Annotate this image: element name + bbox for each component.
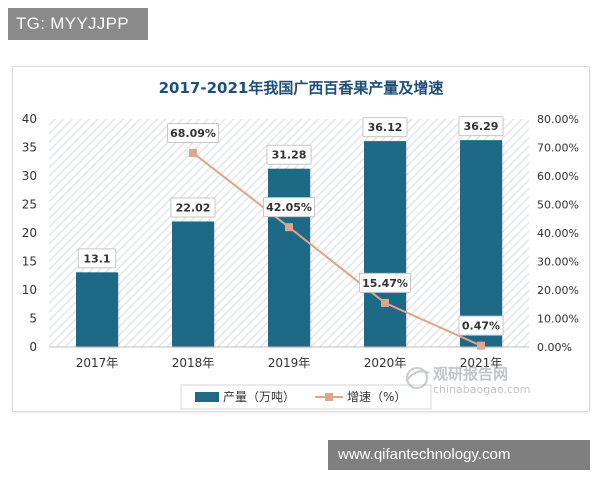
left-tick-label: 5 bbox=[29, 312, 37, 326]
chart-frame: 2017-2021年我国广西百香果产量及增速 0 5 10 15 20 25 30 35 40 … bbox=[12, 66, 590, 412]
watermark-url: chinabaogao.com bbox=[433, 383, 531, 396]
left-tick-label: 0 bbox=[29, 340, 37, 354]
growth-value-label-box bbox=[359, 272, 411, 293]
x-tick-label: 2021年 bbox=[460, 356, 503, 370]
bar-value-label-box bbox=[362, 117, 408, 138]
bar bbox=[364, 141, 406, 347]
left-tick-label: 40 bbox=[22, 112, 37, 126]
legend: 产量（万吨） 增速（%） bbox=[180, 384, 432, 410]
growth-value-label: 15.47% bbox=[362, 277, 408, 290]
right-tick-label: 60.00% bbox=[537, 170, 579, 183]
x-tick-label: 2019年 bbox=[268, 356, 311, 370]
tg-badge: TG: MYYJJPP bbox=[8, 8, 148, 40]
watermark-swoosh-icon bbox=[405, 370, 430, 382]
x-tick-label: 2020年 bbox=[364, 356, 407, 370]
x-axis: 2017年 2018年 2019年 2020年 2021年 bbox=[76, 356, 503, 370]
legend-box bbox=[180, 384, 432, 410]
website-banner: www.qifantechnology.com bbox=[328, 440, 590, 470]
growth-value-label: 68.09% bbox=[170, 127, 216, 140]
right-tick-label: 80.00% bbox=[537, 113, 579, 126]
bar bbox=[172, 221, 214, 347]
bar bbox=[76, 272, 118, 347]
growth-value-label-box bbox=[458, 315, 504, 336]
growth-point bbox=[381, 298, 389, 307]
right-tick-label: 40.00% bbox=[537, 227, 579, 240]
right-tick-label: 0.00% bbox=[537, 341, 572, 354]
bar-value-label: 22.02 bbox=[176, 201, 211, 214]
growth-line bbox=[192, 152, 482, 347]
growth-value-label-box bbox=[167, 122, 219, 143]
chart-title: 2017-2021年我国广西百香果产量及增速 bbox=[159, 79, 444, 97]
right-tick-label: 50.00% bbox=[537, 199, 579, 212]
growth-point bbox=[477, 341, 485, 350]
bar-value-label-box bbox=[170, 197, 216, 218]
right-tick-label: 70.00% bbox=[537, 142, 579, 155]
watermark-name: 观研报告网 bbox=[433, 365, 508, 383]
bar-value-label-box bbox=[266, 144, 312, 165]
watermark-logo-icon bbox=[406, 367, 428, 389]
growth-point bbox=[285, 223, 293, 232]
left-tick-label: 15 bbox=[22, 255, 37, 269]
left-tick-label: 20 bbox=[22, 226, 37, 240]
bar-value-label-box bbox=[458, 116, 504, 137]
growth-value-label: 0.47% bbox=[462, 320, 500, 333]
bar-value-label: 13.1 bbox=[83, 252, 110, 265]
legend-line-marker bbox=[325, 393, 333, 401]
right-tick-label: 20.00% bbox=[537, 284, 579, 297]
left-tick-label: 10 bbox=[22, 283, 37, 297]
line-series bbox=[189, 148, 485, 350]
legend-line-label: 增速（%） bbox=[347, 390, 406, 404]
bar bbox=[268, 168, 310, 347]
data-labels: 13.1 22.02 31.28 36.12 36.29 68.09% 42.05% 15.4… bbox=[77, 116, 504, 336]
right-axis: 0.00% 10.00% 20.00% 30.00% 40.00% 50.00% 60.00… bbox=[537, 113, 579, 354]
right-tick-label: 30.00% bbox=[537, 256, 579, 269]
bar bbox=[460, 140, 502, 347]
left-axis: 0 5 10 15 20 25 30 35 40 bbox=[22, 112, 37, 354]
growth-value-label-box bbox=[263, 197, 315, 218]
left-tick-label: 35 bbox=[22, 141, 37, 155]
chart-svg: 2017-2021年我国广西百香果产量及增速 0510152025303540 … bbox=[22, 79, 579, 410]
x-tick-label: 2017年 bbox=[76, 356, 119, 370]
bar-value-label: 36.29 bbox=[464, 120, 499, 133]
left-tick-label: 25 bbox=[22, 198, 37, 212]
growth-value-label: 42.05% bbox=[266, 201, 312, 214]
legend-bar-swatch bbox=[195, 392, 219, 402]
growth-point bbox=[189, 148, 197, 157]
legend-bar-label: 产量（万吨） bbox=[223, 390, 295, 404]
left-tick-label: 30 bbox=[22, 169, 37, 183]
x-tick-label: 2018年 bbox=[172, 356, 215, 370]
right-tick-label: 10.00% bbox=[537, 313, 579, 326]
bar-value-label: 36.12 bbox=[368, 121, 403, 134]
bar-value-label-box bbox=[77, 248, 117, 269]
bar-value-label: 31.28 bbox=[272, 149, 307, 162]
watermark: 观研报告网 chinabaogao.com bbox=[405, 365, 531, 396]
